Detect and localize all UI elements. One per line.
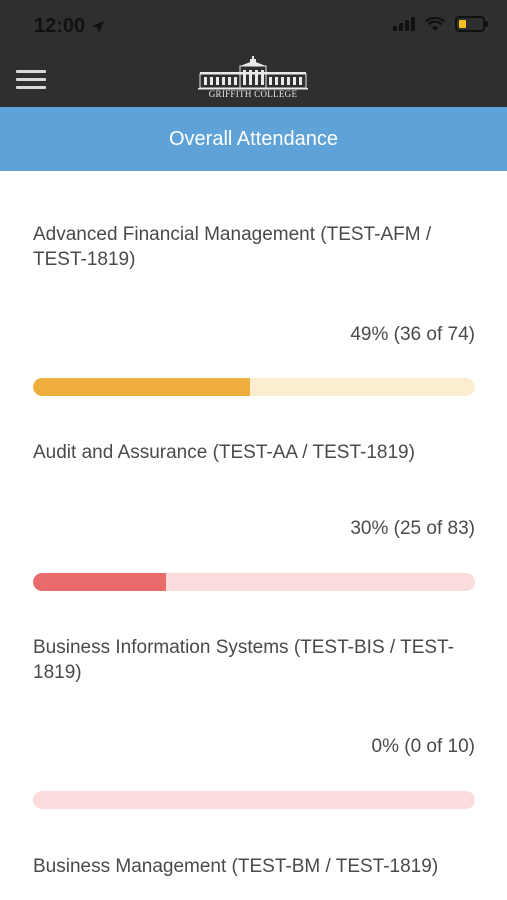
top-bar: 12:00 xyxy=(0,0,507,107)
course-stats: 0% (0 of 10) xyxy=(371,736,476,757)
course-stats: 49% (36 of 74) xyxy=(350,324,475,345)
college-logo xyxy=(198,56,308,90)
course-stats: 30% (25 of 83) xyxy=(350,518,475,539)
attendance-bar xyxy=(33,791,475,809)
logo-text: GRIFFITH COLLEGE xyxy=(208,89,298,99)
course-name: Audit and Assurance (TEST-AA / TEST-1819… xyxy=(33,442,415,463)
menu-icon[interactable] xyxy=(16,70,46,92)
status-time: 12:00 xyxy=(34,15,105,38)
signal-icon xyxy=(393,17,415,31)
status-icons xyxy=(393,16,488,32)
battery-icon xyxy=(455,16,488,32)
course-item: Advanced Financial Management (TEST-AFM … xyxy=(33,222,475,402)
attendance-bar-fill xyxy=(33,378,250,396)
course-name: Business Management (TEST-BM / TEST-1819… xyxy=(33,856,439,877)
course-item: Business Management (TEST-BM / TEST-1819… xyxy=(33,854,475,894)
title-bar: Overall Attendance xyxy=(0,107,507,171)
course-item: Audit and Assurance (TEST-AA / TEST-1819… xyxy=(33,440,475,595)
course-name: Business Information Systems (TEST-BIS /… xyxy=(33,637,454,683)
page-title: Overall Attendance xyxy=(169,127,338,150)
course-name: Advanced Financial Management (TEST-AFM … xyxy=(33,224,432,270)
attendance-bar xyxy=(33,573,475,591)
status-time-label: 12:00 xyxy=(34,15,86,37)
attendance-bar-fill xyxy=(33,573,166,591)
attendance-bar xyxy=(33,378,475,396)
course-item: Business Information Systems (TEST-BIS /… xyxy=(33,635,475,815)
wifi-icon xyxy=(425,16,445,31)
location-arrow-icon xyxy=(92,20,105,33)
